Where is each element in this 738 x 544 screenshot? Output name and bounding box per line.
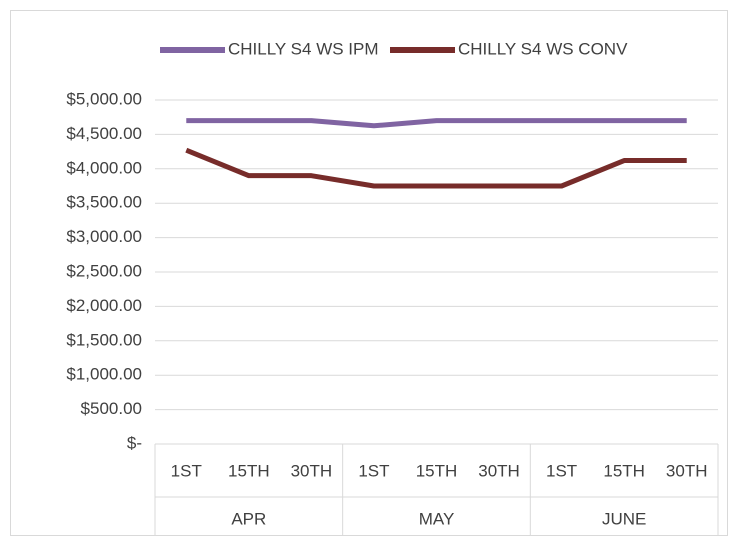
y-tick-label: $3,500.00 (66, 193, 142, 212)
legend-label: CHILLY S4 WS CONV (458, 39, 628, 58)
group-label: APR (231, 509, 266, 528)
x-tick-label: 15TH (228, 461, 270, 480)
y-tick-label: $5,000.00 (66, 89, 142, 108)
y-tick-label: $1,000.00 (66, 365, 142, 384)
y-tick-label: $3,000.00 (66, 227, 142, 246)
x-tick-label: 30TH (666, 461, 708, 480)
y-tick-label: $2,500.00 (66, 261, 142, 280)
legend-label: CHILLY S4 WS IPM (228, 39, 379, 58)
y-tick-label: $4,000.00 (66, 158, 142, 177)
x-tick-label: 1ST (171, 461, 202, 480)
x-tick-label: 15TH (416, 461, 458, 480)
x-tick-label: 30TH (291, 461, 333, 480)
x-tick-label: 1ST (546, 461, 577, 480)
y-tick-label: $4,500.00 (66, 124, 142, 143)
y-tick-label: $500.00 (81, 399, 142, 418)
x-tick-label: 15TH (603, 461, 645, 480)
y-tick-label: $1,500.00 (66, 330, 142, 349)
y-tick-label: $2,000.00 (66, 296, 142, 315)
group-label: JUNE (602, 509, 646, 528)
x-tick-label: 30TH (478, 461, 520, 480)
series-line (185, 147, 687, 189)
group-label: MAY (419, 509, 455, 528)
x-tick-label: 1ST (358, 461, 389, 480)
chart-border (10, 10, 728, 536)
y-tick-label: $- (127, 433, 142, 452)
series-line (186, 118, 687, 129)
